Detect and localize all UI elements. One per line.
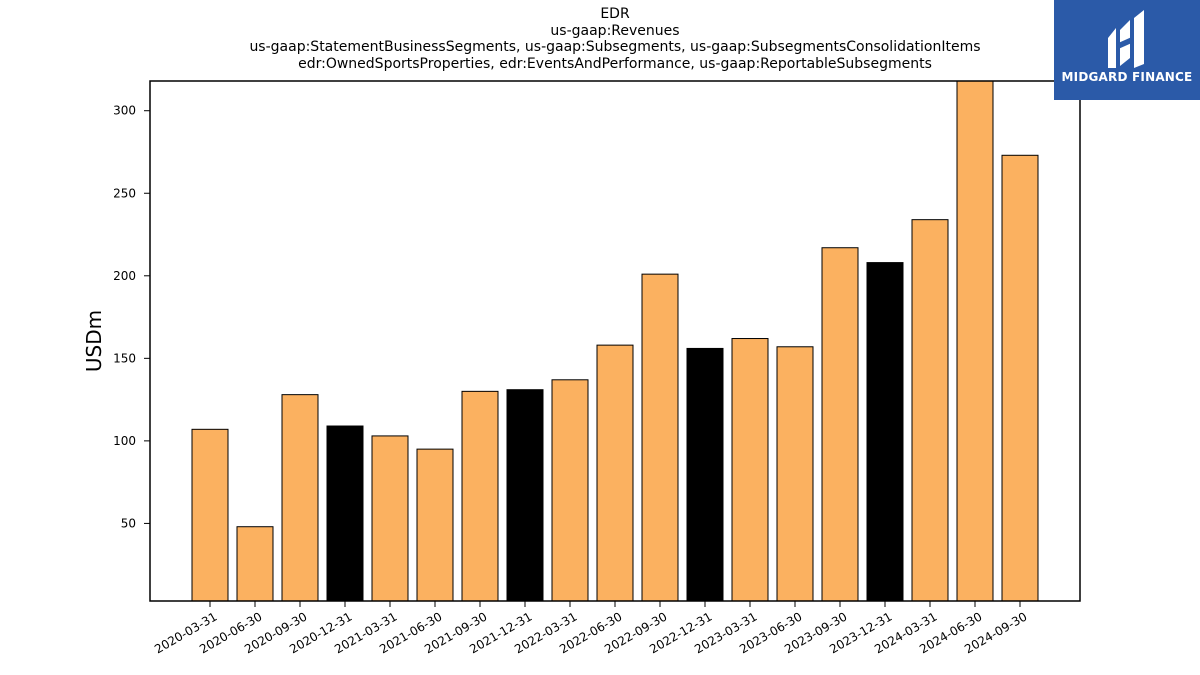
y-tick-label: 50 <box>121 516 136 530</box>
y-tick-label: 100 <box>113 434 136 448</box>
y-tick-label: 300 <box>113 104 136 118</box>
chart-title-block: EDR us-gaap:Revenues us-gaap:StatementBu… <box>150 6 1080 72</box>
bar <box>596 344 634 602</box>
bar <box>911 219 949 602</box>
bar <box>281 394 319 602</box>
brand-logo: MIDGARD FINANCE <box>1054 0 1200 100</box>
chart-subtitle-axes: us-gaap:StatementBusinessSegments, us-ga… <box>249 39 981 55</box>
brand-name: MIDGARD FINANCE <box>1061 70 1193 84</box>
chart-title: EDR <box>600 6 630 22</box>
bar <box>956 80 994 602</box>
bar <box>551 379 589 602</box>
y-tick-label: 150 <box>113 351 136 365</box>
bar <box>506 389 544 602</box>
bar <box>236 526 274 602</box>
bar <box>326 425 364 602</box>
y-axis-label: USDm <box>82 310 106 372</box>
bar <box>1001 154 1039 602</box>
bar <box>686 347 724 602</box>
chart-subtitle-concept: us-gaap:Revenues <box>550 22 680 39</box>
chart-subtitle-members: edr:OwnedSportsProperties, edr:EventsAnd… <box>298 55 932 72</box>
y-tick-label: 250 <box>113 186 136 200</box>
bar <box>371 435 409 602</box>
y-tick-label: 200 <box>113 269 136 283</box>
bar <box>461 390 499 602</box>
bar <box>776 346 814 602</box>
bar <box>821 247 859 602</box>
midgard-logo-icon <box>1108 10 1144 68</box>
bar <box>416 448 454 602</box>
bar <box>731 338 769 602</box>
bar <box>641 273 679 602</box>
bar <box>866 262 904 602</box>
bar <box>191 428 229 602</box>
